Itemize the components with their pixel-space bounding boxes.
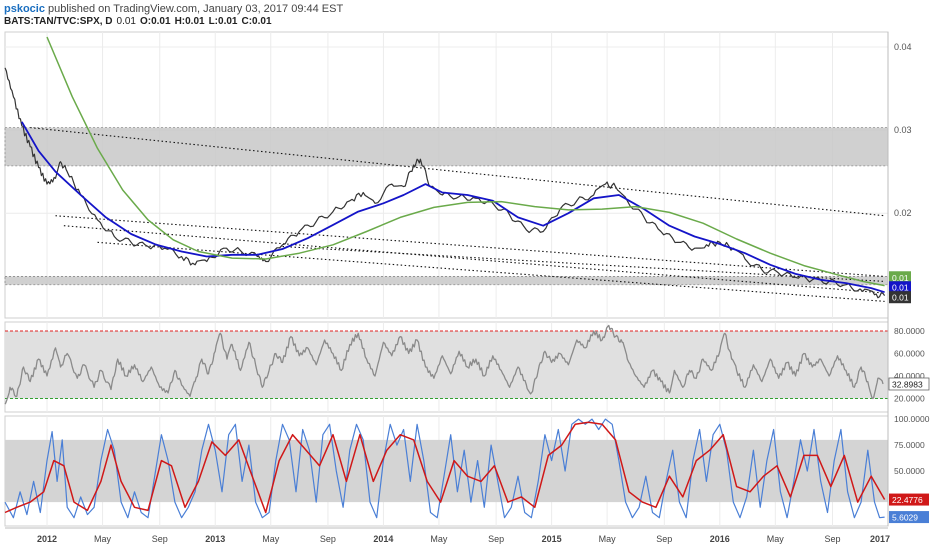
x-tick-label: Sep	[320, 534, 336, 544]
symbol-legend: BATS:TAN/TVC:SPX, D 0.01 O:0.01 H:0.01 L:0.0…	[4, 16, 276, 27]
x-tick-label: 2013	[205, 534, 225, 544]
author-link[interactable]: pskocic	[4, 3, 45, 15]
x-tick-label: Sep	[824, 534, 840, 544]
x-tick-label: 2012	[37, 534, 57, 544]
stoch-y-tick-label: 75.0000	[894, 440, 925, 450]
rsi-y-tick-label: 60.0000	[894, 349, 925, 359]
x-tick-label: Sep	[488, 534, 504, 544]
rsi-last-tag	[888, 377, 930, 391]
x-tick-label: May	[767, 534, 785, 544]
price-y-tick-label: 0.04	[894, 42, 912, 52]
stoch-y-tick-label: 50.0000	[894, 466, 925, 476]
last-value-text: 0.01	[892, 273, 909, 283]
rsi-y-tick-label: 80.0000	[894, 326, 925, 336]
symbol-label[interactable]: BATS:TAN/TVC:SPX, D	[4, 16, 113, 27]
x-tick-label: May	[94, 534, 112, 544]
ma-fast-series-line	[21, 121, 885, 294]
last-value-tag	[889, 281, 911, 294]
x-tick-label: Sep	[656, 534, 672, 544]
price-panel-frame	[4, 31, 889, 319]
stoch-last-value: 5.6029	[892, 513, 918, 523]
last-value-tag	[889, 291, 911, 304]
x-tick-label: Sep	[152, 534, 168, 544]
ma-slow-series-line	[46, 36, 885, 287]
price-y-tick-label: 0.03	[894, 125, 912, 135]
stoch-d-series-line	[4, 421, 886, 514]
last-value: 0.01	[116, 16, 136, 27]
stoch-last-tag	[889, 493, 929, 506]
stoch-last-value: 22.4776	[892, 495, 923, 505]
rsi-y-tick-label: 40.0000	[894, 371, 925, 381]
last-value-text: 0.01	[892, 293, 909, 303]
low-value: L:0.01	[208, 16, 238, 27]
x-tick-label: May	[599, 534, 617, 544]
price-zone	[4, 127, 889, 167]
last-value-tag	[889, 271, 911, 284]
x-tick-label: 2015	[542, 534, 562, 544]
open-value: O:0.01	[139, 16, 171, 27]
price-series-line	[4, 67, 886, 299]
price-y-tick-label: 0.02	[894, 208, 912, 218]
x-tick-label: May	[262, 534, 280, 544]
published-text: published on TradingView.com, January 03…	[48, 3, 344, 15]
trendline	[282, 245, 885, 282]
rsi-last-value: 32.8983	[892, 379, 923, 389]
high-value: H:0.01	[174, 16, 205, 27]
x-tick-label: 2017	[870, 534, 890, 544]
trendline	[55, 215, 885, 277]
rsi-y-tick-label: 20.0000	[894, 394, 925, 404]
close-value: C:0.01	[241, 16, 272, 27]
stoch-y-tick-label: 100.0000	[894, 414, 930, 424]
x-tick-label: May	[430, 534, 448, 544]
stoch-k-series-line	[4, 418, 885, 519]
stoch-last-tag	[889, 511, 929, 524]
publish-info: pskocic published on TradingView.com, Ja…	[4, 3, 343, 15]
trendline	[63, 225, 885, 294]
trendline	[30, 127, 885, 217]
x-tick-label: 2014	[373, 534, 393, 544]
rsi-series-line	[4, 324, 884, 405]
price-zone	[4, 276, 889, 286]
x-tick-label: 2016	[710, 534, 730, 544]
last-value-text: 0.01	[892, 283, 909, 293]
